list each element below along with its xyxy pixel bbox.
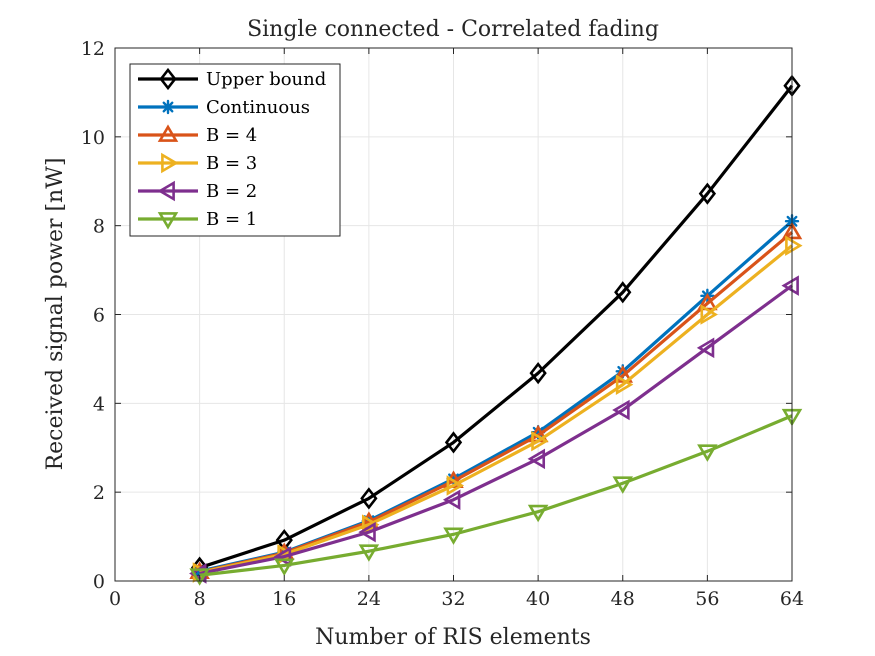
legend-entry: Upper bound	[138, 67, 326, 91]
x-tick-label: 24	[357, 588, 381, 610]
series-line	[199, 84, 794, 570]
series-line	[199, 244, 794, 575]
data-point	[700, 304, 718, 325]
data-point	[446, 475, 465, 496]
legend-entry: B = 1	[138, 209, 257, 230]
legend-marker	[157, 124, 179, 142]
ticks	[114, 47, 793, 582]
legend-marker	[161, 152, 179, 174]
x-tick-label: 32	[441, 588, 465, 610]
legend-marker	[159, 67, 177, 91]
series-1	[190, 74, 801, 579]
x-tick-label: 0	[109, 588, 121, 610]
data-point	[781, 275, 799, 296]
x-tick-label: 64	[780, 588, 804, 610]
series-line	[199, 284, 793, 576]
legend-label: B = 2	[206, 181, 257, 202]
x-tick-label: 56	[695, 588, 719, 610]
legend-entry: B = 4	[138, 124, 257, 146]
y-axis-label: Received signal power [nW]	[43, 158, 68, 471]
legend-label: B = 4	[206, 125, 257, 146]
legend-label: Upper bound	[206, 69, 326, 90]
legend: Upper bound Continuous B = 4 B = 3 B = 2 B = …	[129, 63, 341, 237]
y-tick-label: 2	[93, 482, 105, 504]
data-point	[189, 568, 210, 586]
data-point	[361, 514, 380, 535]
data-point	[443, 527, 464, 545]
legend-marker	[160, 99, 176, 115]
legend-entry: B = 2	[138, 180, 257, 202]
data-point	[358, 544, 380, 562]
data-point	[531, 430, 549, 452]
legend-entry: B = 3	[138, 152, 257, 174]
data-point	[615, 374, 634, 395]
data-point	[696, 337, 715, 359]
data-point	[360, 487, 378, 510]
data-point	[442, 489, 461, 510]
legend-label: Continuous	[206, 97, 310, 118]
data-point	[612, 476, 634, 494]
data-point	[527, 448, 546, 470]
x-tick-label: 8	[194, 588, 206, 610]
series-layer	[189, 74, 803, 586]
series-line	[199, 414, 793, 577]
y-tick-label: 10	[81, 127, 105, 149]
data-point	[697, 444, 718, 462]
data-point	[785, 235, 803, 256]
data-point	[698, 182, 717, 205]
legend-box	[129, 63, 341, 237]
x-axis-label: Number of RIS elements	[315, 625, 591, 650]
legend-marker	[157, 180, 175, 202]
x-tick-label: 48	[611, 588, 635, 610]
data-point	[527, 504, 549, 523]
legend-label: B = 1	[206, 209, 257, 230]
y-tick-label: 8	[93, 216, 105, 238]
legend-marker	[157, 212, 179, 230]
x-tick-label: 16	[272, 588, 296, 610]
y-tick-label: 4	[93, 393, 105, 415]
data-point	[614, 281, 632, 304]
y-tick-label: 0	[93, 571, 105, 593]
data-point	[612, 399, 630, 421]
data-point	[273, 558, 295, 577]
y-tick-label: 6	[93, 305, 105, 327]
chart-title: Single connected - Correlated fading	[247, 17, 659, 42]
data-point	[358, 521, 376, 543]
legend-entry: Continuous	[138, 97, 310, 118]
y-tick-label: 12	[81, 38, 105, 60]
legend-label: B = 3	[206, 153, 257, 174]
data-point	[529, 362, 547, 385]
x-tick-label: 40	[526, 588, 550, 610]
data-point	[444, 431, 463, 454]
